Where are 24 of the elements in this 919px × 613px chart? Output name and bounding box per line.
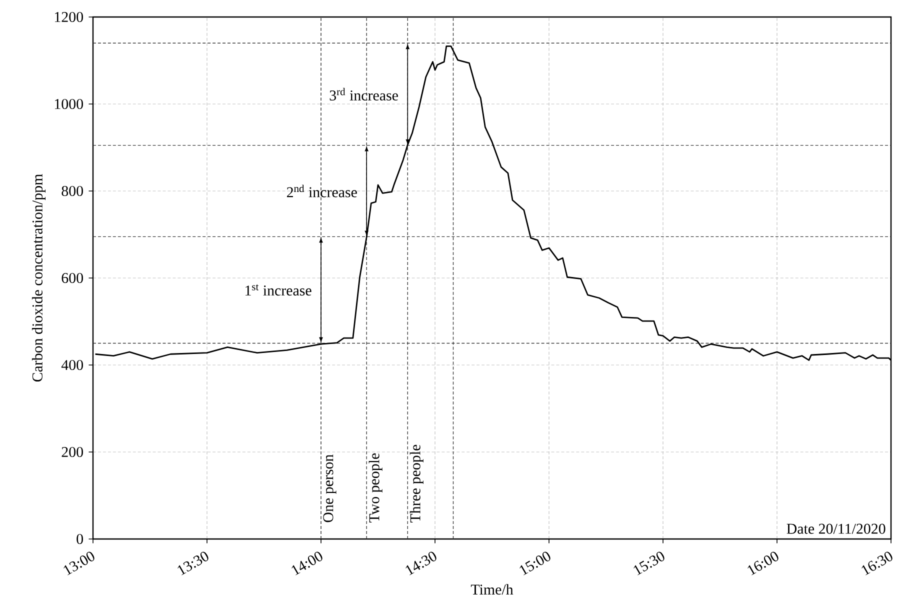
x-tick-label: 15:30 [634, 552, 664, 576]
x-tick-label: 14:00 [292, 552, 322, 576]
y-tick-label: 600 [62, 272, 83, 284]
y-tick-label: 800 [62, 186, 83, 196]
x-axis-title: Time/h [470, 584, 514, 595]
x-tick-label: 13:30 [178, 552, 208, 576]
annotation: Date 20/11/2020 [786, 524, 886, 534]
annotation: 3$^{rd}$ increase [330, 88, 398, 101]
x-tick-label: 16:30 [862, 552, 892, 576]
y-tick-label: 200 [62, 446, 83, 458]
ref-line-label: Two people [368, 453, 382, 522]
y-axis-title: Carbon dioxide concentration/ppm [32, 174, 46, 382]
x-tick-label: 14:30 [406, 552, 436, 576]
x-tick-label: 16:00 [748, 552, 778, 576]
y-tick-label: 1000 [54, 98, 83, 110]
y-tick-label: 1200 [54, 12, 83, 22]
ref-line-label: One person [323, 454, 336, 522]
y-tick-label: 0 [76, 534, 83, 544]
annotation: 2$^{nd}$ increase [286, 184, 357, 198]
annotation: 1$^{st}$ increase [246, 284, 312, 296]
x-tick-label: 13:00 [64, 552, 94, 576]
ref-line-label: Three people [410, 444, 424, 522]
y-tick-label: 400 [61, 360, 83, 370]
x-tick-label: 15:00 [520, 552, 550, 576]
